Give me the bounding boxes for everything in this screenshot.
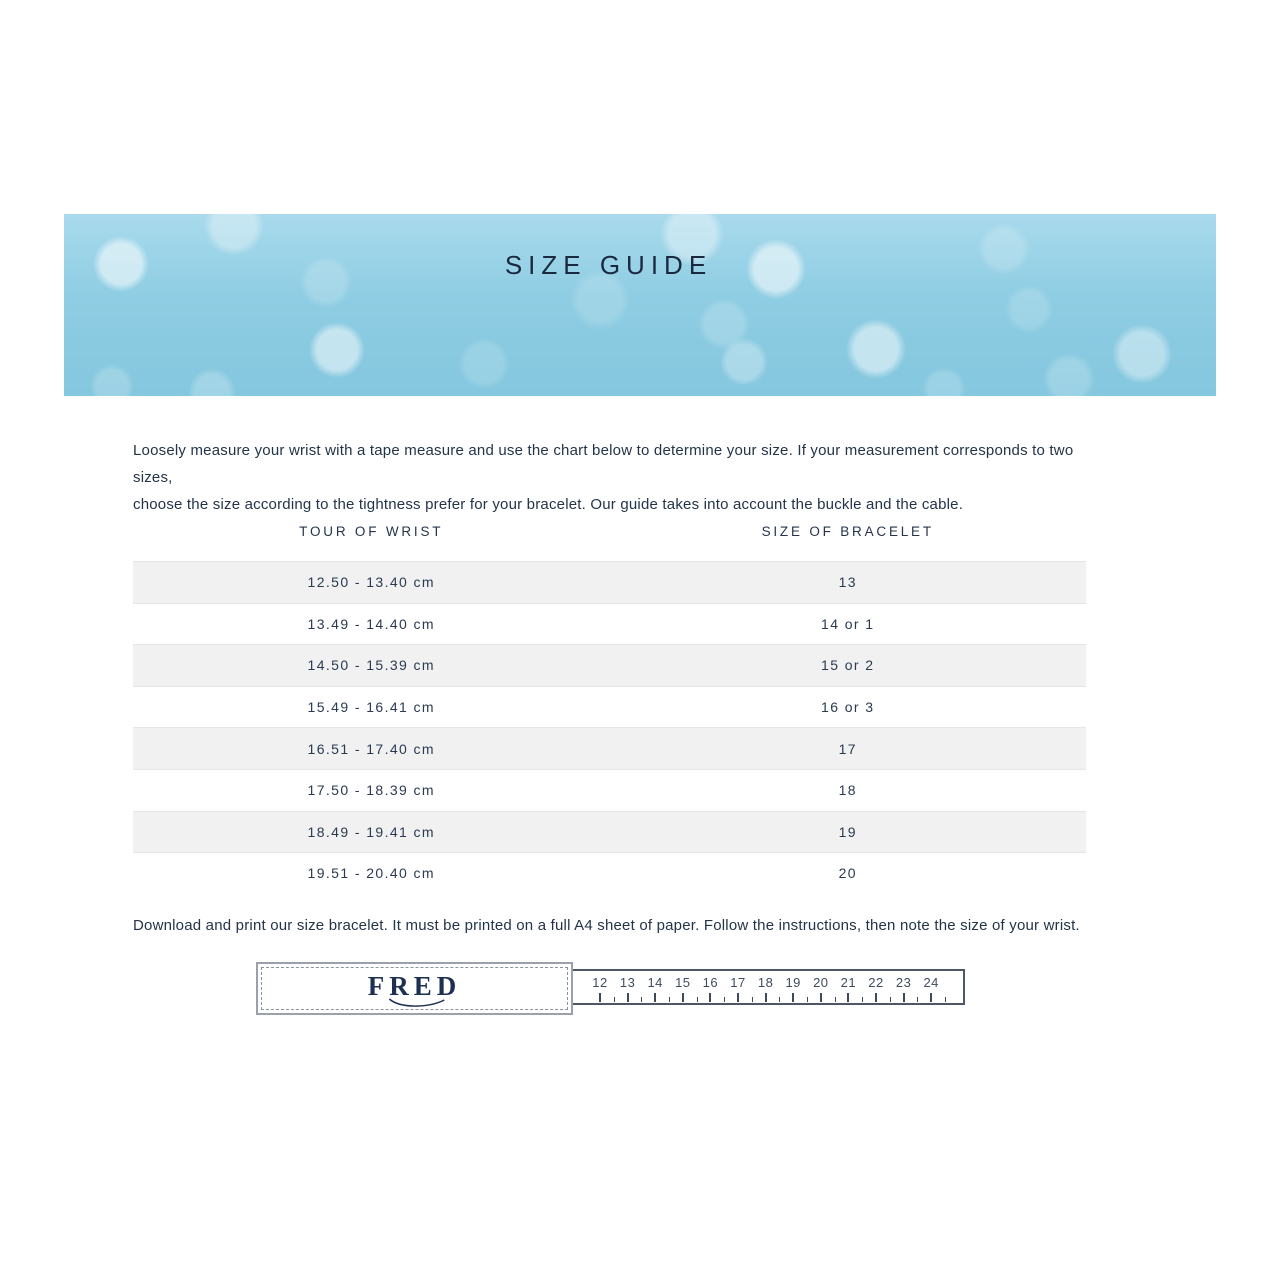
ruler-number: 17 [730, 975, 746, 990]
ruler-number: 22 [868, 975, 884, 990]
ruler-number: 21 [840, 975, 857, 990]
wrist-range-cell: 18.49 - 19.41 cm [307, 823, 435, 840]
size-table-rows: 12.50 - 13.40 cm 13 13.49 - 14.40 cm 14 or … [133, 561, 1086, 894]
wrist-range-cell: 12.50 - 13.40 cm [307, 574, 435, 591]
ruler-major-tick [626, 993, 629, 1002]
ruler-minor-tick [917, 997, 919, 1002]
printable-ruler-handle: FRED [256, 962, 573, 1015]
ruler-minor-tick [807, 997, 808, 1002]
ruler-minor-tick [669, 997, 670, 1002]
ruler-minor-tick [779, 997, 781, 1002]
ruler-scale: 12 13 14 15 16 17 18 19 20 21 22 23 24 [573, 971, 963, 1003]
wrist-range-cell: 16.51 - 17.40 cm [307, 740, 435, 757]
bracelet-size-cell: 16 or 3 [821, 699, 875, 716]
ruler-minor-tick [641, 997, 643, 1002]
wrist-range-cell: 13.49 - 14.40 cm [307, 615, 435, 632]
ruler-major-tick [819, 993, 822, 1002]
ruler-number: 18 [757, 975, 774, 990]
instructions-line-2: choose the size according to the tightne… [133, 496, 964, 513]
ruler-major-tick [654, 993, 657, 1002]
table-row: 19.51 - 20.40 cm 20 [133, 852, 1086, 894]
bracelet-size-cell: 17 [838, 740, 857, 757]
table-row: 14.50 - 15.39 cm 15 or 2 [133, 644, 1086, 686]
ruler-major-tick [875, 993, 877, 1002]
wrist-range-cell: 17.50 - 18.39 cm [307, 782, 435, 799]
column-header-wrist: TOUR OF WRIST [299, 524, 444, 539]
printable-ruler-strip: 12 13 14 15 16 17 18 19 20 21 22 23 24 [571, 969, 965, 1005]
bracelet-size-cell: 15 or 2 [821, 657, 875, 674]
wrist-range-cell: 14.50 - 15.39 cm [307, 657, 435, 674]
ruler-major-tick [902, 993, 905, 1002]
download-instructions: Download and print our size bracelet. It… [133, 917, 1080, 934]
ruler-number: 16 [702, 975, 719, 990]
ruler-minor-tick [889, 997, 891, 1002]
page-title: SIZE GUIDE [504, 250, 713, 280]
wrist-range-cell: 15.49 - 16.41 cm [307, 699, 435, 716]
ruler-number: 13 [619, 975, 636, 990]
fred-brand-text: FRED [367, 971, 462, 1001]
ruler-minor-tick [724, 997, 726, 1002]
ruler-major-tick [792, 993, 795, 1002]
size-guide-banner: SIZE GUIDE [64, 214, 1216, 396]
ruler-minor-tick [613, 997, 615, 1002]
table-row: 12.50 - 13.40 cm 13 [133, 561, 1086, 603]
wrist-range-cell: 19.51 - 20.40 cm [307, 865, 435, 882]
ruler-major-tick [847, 993, 850, 1002]
ruler-major-tick [681, 993, 684, 1002]
ruler-major-tick [764, 993, 767, 1002]
ruler-number: 14 [647, 975, 663, 990]
table-row: 15.49 - 16.41 cm 16 or 3 [133, 685, 1086, 728]
bracelet-size-cell: 20 [838, 865, 857, 882]
table-row: 18.49 - 19.41 cm 19 [133, 810, 1086, 853]
measuring-instructions: Loosely measure your wrist with a tape m… [133, 437, 1093, 518]
ruler-minor-tick [751, 997, 753, 1002]
instructions-line-1: Loosely measure your wrist with a tape m… [133, 442, 1074, 486]
table-row: 17.50 - 18.39 cm 18 [133, 768, 1086, 811]
ruler-minor-tick [945, 997, 946, 1002]
ruler-number: 20 [813, 975, 829, 990]
bracelet-size-cell: 19 [838, 823, 857, 840]
ruler-number: 15 [675, 975, 691, 990]
bracelet-size-cell: 18 [838, 782, 857, 799]
bracelet-size-cell: 14 or 1 [821, 615, 875, 632]
ruler-major-tick [599, 993, 601, 1002]
ruler-number: 24 [923, 975, 939, 990]
ruler-minor-tick [696, 997, 698, 1002]
ruler-minor-tick [862, 997, 864, 1002]
ruler-minor-tick [834, 997, 836, 1002]
ruler-number: 23 [895, 975, 912, 990]
ruler-number: 12 [592, 975, 608, 990]
ruler-major-tick [709, 993, 712, 1002]
table-row: 13.49 - 14.40 cm 14 or 1 [133, 602, 1086, 645]
ruler-major-tick [930, 993, 933, 1002]
fred-logo: FRED [258, 964, 571, 1013]
table-row: 16.51 - 17.40 cm 17 [133, 727, 1086, 769]
bracelet-size-cell: 13 [838, 574, 857, 591]
column-header-bracelet: SIZE OF BRACELET [761, 524, 934, 539]
size-table-header: TOUR OF WRIST SIZE OF BRACELET [133, 524, 1086, 539]
ruler-major-tick [737, 993, 739, 1002]
ruler-number: 19 [785, 975, 801, 990]
fred-logo-swash-icon [388, 998, 445, 1007]
